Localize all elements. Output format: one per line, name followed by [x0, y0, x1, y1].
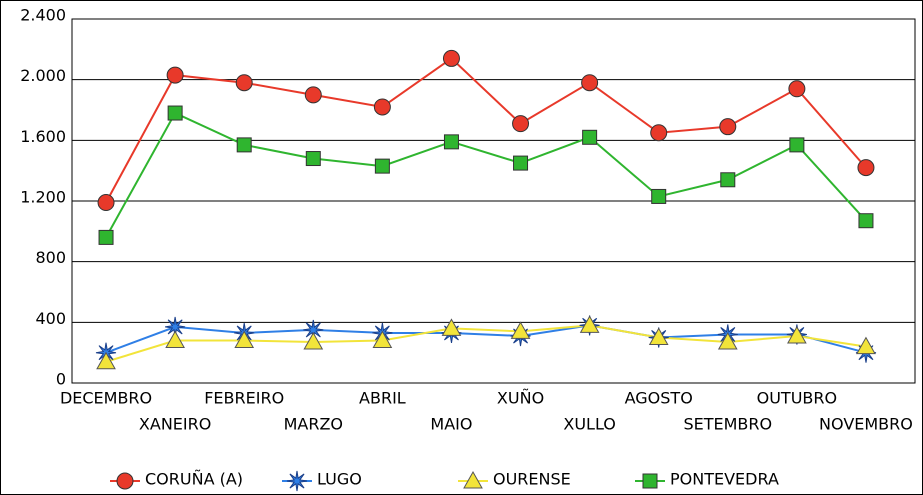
marker [648, 327, 669, 345]
marker [642, 473, 658, 489]
series-line [105, 324, 867, 363]
marker [857, 159, 875, 177]
x-tick-label: ABRIL [359, 389, 406, 408]
marker [303, 332, 324, 350]
marker [463, 470, 483, 489]
y-tick-label: 2.000 [20, 66, 66, 85]
x-tick-label: OUTUBRO [757, 389, 837, 408]
y-tick-label: 1.200 [20, 188, 66, 207]
marker [650, 124, 668, 142]
x-tick-label: XULLO [563, 415, 616, 434]
marker [116, 472, 134, 490]
marker [579, 315, 600, 333]
marker [717, 332, 738, 350]
x-tick-label: SETEMBRO [683, 415, 772, 434]
x-tick-label: MARZO [284, 415, 343, 434]
series-line [105, 111, 867, 238]
marker [98, 229, 114, 245]
marker [441, 318, 462, 336]
marker [372, 330, 393, 349]
marker [96, 351, 116, 370]
y-tick-label: 800 [35, 248, 66, 267]
marker [236, 137, 252, 153]
marker [651, 188, 667, 204]
series-line [105, 324, 867, 354]
marker [510, 321, 531, 339]
marker [443, 134, 459, 150]
y-tick-label: 400 [35, 309, 66, 328]
legend-label: OURENSE [493, 470, 571, 489]
marker [581, 74, 599, 92]
x-tick-label: XUÑO [497, 389, 544, 408]
marker [442, 49, 460, 67]
x-tick-label: MAIO [430, 415, 472, 434]
marker [235, 74, 253, 92]
marker [513, 155, 529, 171]
marker [374, 158, 390, 174]
marker [373, 98, 391, 116]
x-tick-label: NOVEMBRO [819, 415, 913, 434]
series-line [105, 57, 867, 203]
marker [789, 137, 805, 153]
marker [787, 325, 807, 344]
legend-label: LUGO [317, 470, 362, 489]
x-tick-label: AGOSTO [625, 389, 693, 408]
marker [856, 336, 876, 355]
y-tick-label: 0 [56, 370, 66, 389]
x-tick-label: DECEMBRO [60, 389, 152, 408]
marker [304, 86, 322, 104]
y-tick-label: 2.400 [20, 6, 66, 25]
marker [719, 118, 737, 136]
x-tick-label: FEBREIRO [204, 389, 284, 408]
marker [858, 213, 874, 229]
marker [234, 330, 255, 349]
marker [97, 194, 115, 212]
marker [720, 172, 736, 188]
x-tick-label: XANEIRO [139, 415, 211, 434]
marker [286, 470, 308, 492]
marker [582, 129, 598, 145]
marker [167, 105, 183, 121]
marker [788, 80, 806, 98]
marker [512, 115, 530, 133]
legend-label: CORUÑA (A) [145, 470, 243, 489]
legend-label: PONTEVEDRA [670, 470, 779, 489]
marker [305, 151, 321, 167]
marker [165, 330, 185, 349]
marker [166, 66, 184, 84]
y-tick-label: 1.600 [20, 127, 66, 146]
